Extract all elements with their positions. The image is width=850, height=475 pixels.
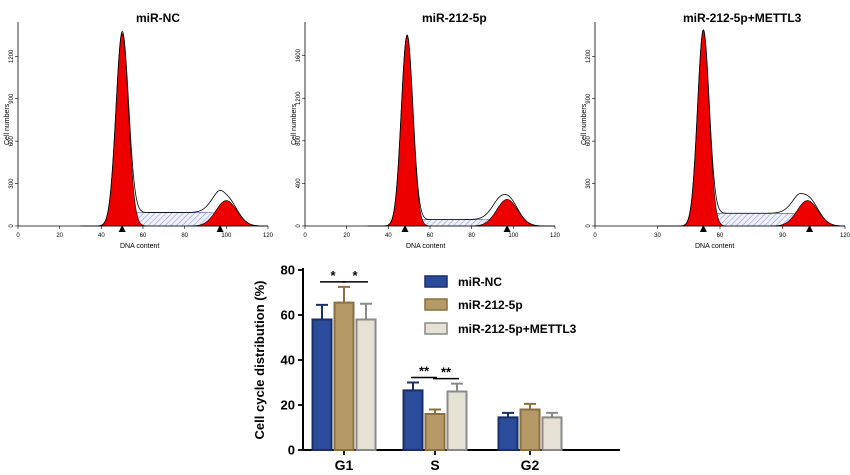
histogram-outline (367, 34, 555, 227)
x-tick-label: 120 (550, 233, 561, 239)
histogram-panel-mir-212-5p: miR-212-5p DNA content Cell numbers 0 20 4… (291, 11, 561, 250)
y-axis-label: Cell cycle distribution (%) (252, 281, 267, 440)
x-tick-label: 100 (221, 233, 232, 239)
y-tick-label: 60 (281, 308, 295, 323)
histogram-outline (80, 30, 268, 227)
x-tick-label: 60 (427, 233, 434, 239)
significance-label: ** (419, 364, 430, 379)
significance-label: * (352, 268, 358, 283)
x-tick-label: 0 (16, 233, 20, 239)
panel-title: miR-NC (136, 11, 180, 25)
x-tick-label: 100 (508, 233, 519, 239)
x-tick-label: 0 (303, 233, 307, 239)
bar-s-3 (446, 390, 468, 451)
y-tick-label: 1600 (296, 48, 302, 62)
legend-label-mir-212-5p-mettl3: miR-212-5p+METTL3 (458, 322, 577, 336)
bar-g2-2 (519, 408, 541, 451)
panel-title: miR-212-5p (422, 11, 487, 25)
legend-label-mir-212-5p: miR-212-5p (458, 298, 523, 312)
y-tick-label: 0 (296, 224, 302, 228)
x-tick-label: 120 (263, 233, 274, 239)
y-tick-label: 300 (9, 178, 15, 189)
x-tick-label: 20 (56, 233, 63, 239)
significance-label: ** (441, 365, 452, 380)
bar-s-2 (424, 413, 446, 451)
panel-title: miR-212-5p+METTL3 (683, 11, 802, 25)
category-label: S (430, 457, 439, 473)
y-tick-label: 40 (281, 353, 295, 368)
y-tick-label: 400 (296, 178, 302, 189)
y-tick-label: 900 (586, 93, 592, 104)
y-tick-label: 80 (281, 263, 295, 278)
legend-label-mir-nc: miR-NC (458, 275, 502, 289)
y-axis-label: Cell numbers (4, 103, 11, 145)
x-axis-label: DNA content (406, 243, 445, 250)
bar-g1-2 (333, 301, 355, 451)
x-tick-label: 60 (140, 233, 147, 239)
x-tick-label: 60 (717, 233, 724, 239)
bar-g1-1 (311, 318, 333, 451)
y-axis-label: Cell numbers (291, 103, 298, 145)
x-tick-label: 80 (468, 233, 475, 239)
x-tick-label: 20 (343, 233, 350, 239)
peak-marker (503, 225, 511, 232)
x-tick-label: 80 (181, 233, 188, 239)
significance-label: * (330, 268, 336, 283)
peak-marker (401, 225, 409, 232)
y-axis-label: Cell numbers (581, 103, 588, 145)
x-tick-label: 90 (779, 233, 786, 239)
peak-marker (806, 225, 814, 232)
y-tick-label: 20 (281, 398, 295, 413)
peak-marker (216, 225, 224, 232)
legend: miR-NC miR-212-5p miR-212-5p+METTL3 (424, 275, 577, 336)
y-tick-label: 300 (586, 178, 592, 189)
legend-swatch-mir-212-5p-mettl3 (424, 322, 448, 335)
y-tick-label: 900 (9, 93, 15, 104)
y-tick-label: 600 (9, 135, 15, 146)
x-tick-label: 0 (593, 233, 597, 239)
x-tick-label: 40 (98, 233, 105, 239)
bar-g1-3 (355, 318, 377, 451)
x-tick-label: 30 (654, 233, 661, 239)
x-axis-label: DNA content (695, 243, 734, 250)
y-tick-label: 800 (296, 135, 302, 146)
histogram-outline (657, 29, 846, 227)
y-tick-label: 1200 (296, 91, 302, 105)
peak-marker (118, 225, 126, 232)
x-axis-label: DNA content (120, 243, 159, 250)
bar-g2-3 (541, 416, 563, 451)
x-tick-label: 120 (840, 233, 850, 239)
y-tick-label: 0 (288, 443, 295, 458)
x-tick-label: 40 (385, 233, 392, 239)
g1-peak (679, 30, 727, 227)
y-tick-label: 0 (9, 224, 15, 228)
bar-chart: Cell cycle distribution (%) 0 20 40 60 80 G1 S… (252, 263, 620, 473)
bar-g2-1 (497, 416, 519, 451)
g1-peak (383, 34, 431, 227)
y-tick-label: 1200 (586, 49, 592, 63)
category-label: G1 (335, 457, 354, 473)
y-tick-label: 0 (586, 224, 592, 228)
y-tick-label: 600 (586, 135, 592, 146)
histogram-panel-mir-nc: miR-NC DNA content Cell numbers 0 20 40 60 8… (4, 11, 274, 250)
histogram-panel-mir-212-5p-mettl3: miR-212-5p+METTL3 DNA content Cell numbe… (581, 11, 850, 250)
g1-peak (97, 33, 147, 227)
bar-s-1 (402, 389, 424, 451)
legend-swatch-mir-212-5p (424, 298, 448, 311)
peak-marker (699, 225, 707, 232)
legend-swatch-mir-nc (424, 275, 448, 288)
category-label: G2 (521, 457, 540, 473)
y-tick-label: 1200 (9, 49, 15, 63)
